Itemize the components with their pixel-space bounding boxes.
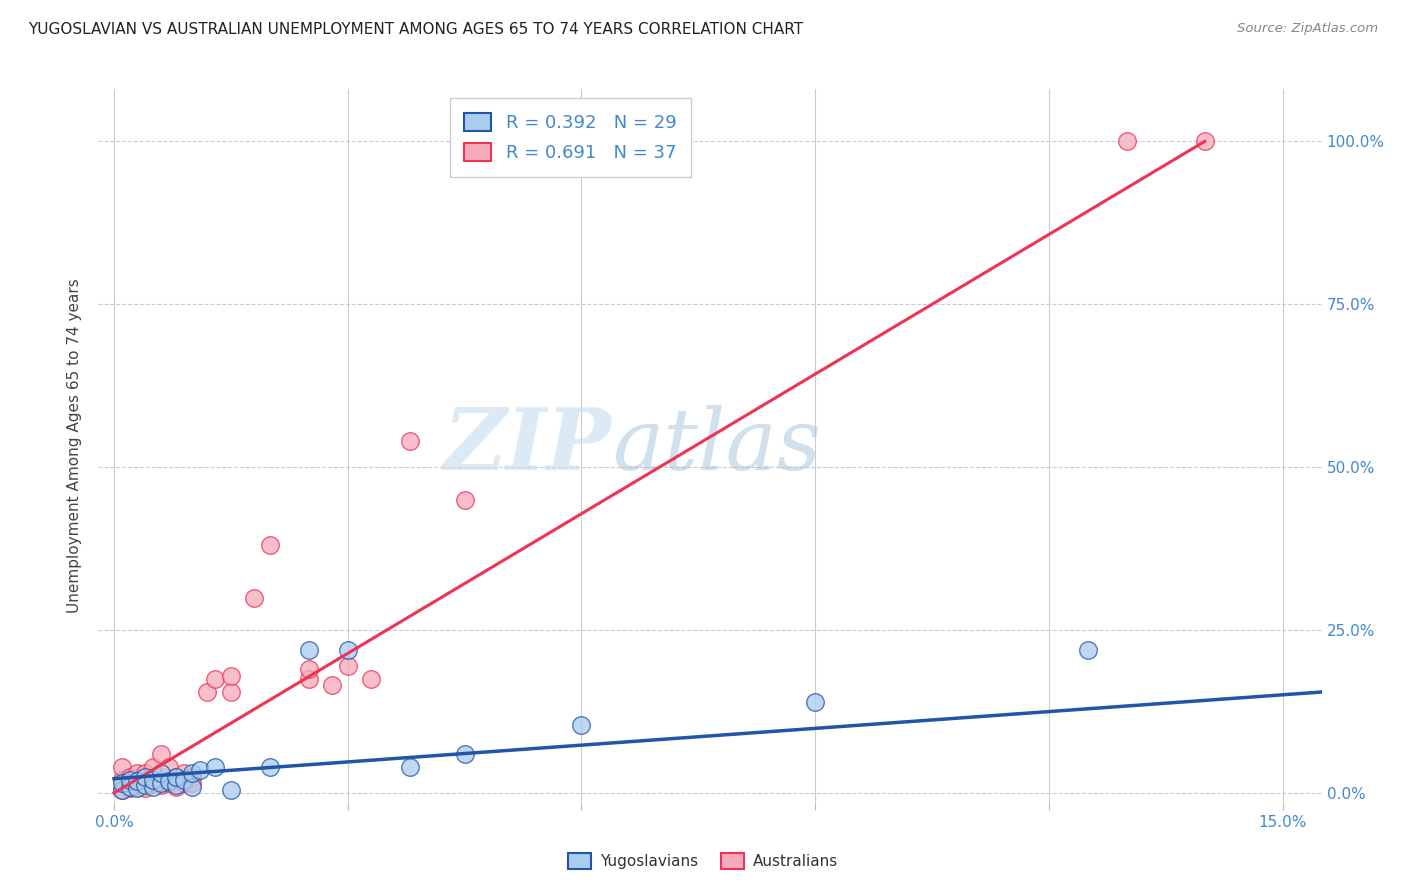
Point (336, 659, 359, 673)
Point (219, 669, 242, 683)
Point (111, 760, 134, 774)
Point (111, 782, 134, 797)
Point (399, 760, 422, 774)
Point (165, 780, 187, 794)
Text: atlas: atlas (612, 405, 821, 487)
Point (118, 770, 141, 784)
Point (165, 770, 187, 784)
Point (571, 717, 593, 731)
Point (204, 672, 226, 686)
Text: ZIP: ZIP (444, 404, 612, 488)
Point (180, 776, 202, 790)
Point (243, 591, 266, 605)
Point (1077, 642, 1099, 657)
Point (197, 685, 219, 699)
Point (804, 695, 827, 709)
Point (142, 780, 165, 794)
Legend: Yugoslavians, Australians: Yugoslavians, Australians (561, 847, 845, 875)
Point (142, 776, 165, 790)
Point (149, 766, 172, 780)
Point (298, 662, 321, 676)
Point (118, 780, 141, 795)
Text: Source: ZipAtlas.com: Source: ZipAtlas.com (1237, 22, 1378, 36)
Point (173, 766, 195, 780)
Point (134, 780, 156, 795)
Point (134, 766, 156, 780)
Point (204, 760, 226, 774)
Point (1194, 134, 1216, 148)
Point (180, 766, 202, 780)
Point (157, 776, 180, 790)
Point (142, 772, 165, 787)
Point (149, 747, 172, 761)
Y-axis label: Unemployment Among Ages 65 to 74 years: Unemployment Among Ages 65 to 74 years (67, 278, 83, 614)
Point (188, 763, 211, 777)
Point (1115, 134, 1137, 148)
Legend: R = 0.392   N = 29, R = 0.691   N = 37: R = 0.392 N = 29, R = 0.691 N = 37 (450, 98, 692, 177)
Point (149, 778, 172, 792)
Point (127, 780, 149, 795)
Point (165, 770, 187, 784)
Point (149, 776, 172, 790)
Point (321, 678, 343, 692)
Point (118, 772, 141, 787)
Point (399, 434, 422, 449)
Point (165, 778, 187, 792)
Point (336, 642, 359, 657)
Point (157, 774, 180, 789)
Point (173, 776, 195, 790)
Point (173, 772, 195, 787)
Point (453, 492, 475, 507)
Point (127, 780, 149, 794)
Point (127, 766, 149, 780)
Point (111, 776, 134, 790)
Point (180, 770, 202, 784)
Point (111, 782, 134, 797)
Point (298, 672, 321, 686)
Point (180, 780, 202, 794)
Point (298, 642, 321, 657)
Point (219, 685, 242, 699)
Text: YUGOSLAVIAN VS AUSTRALIAN UNEMPLOYMENT AMONG AGES 65 TO 74 YEARS CORRELATION CHA: YUGOSLAVIAN VS AUSTRALIAN UNEMPLOYMENT A… (28, 22, 803, 37)
Point (134, 778, 156, 792)
Point (111, 772, 134, 787)
Point (492, 134, 515, 148)
Point (134, 770, 156, 784)
Point (142, 760, 165, 774)
Point (127, 774, 149, 789)
Point (118, 780, 141, 794)
Point (219, 782, 242, 797)
Point (360, 672, 382, 686)
Point (259, 760, 281, 774)
Point (259, 538, 281, 552)
Point (157, 760, 180, 774)
Point (453, 747, 475, 761)
